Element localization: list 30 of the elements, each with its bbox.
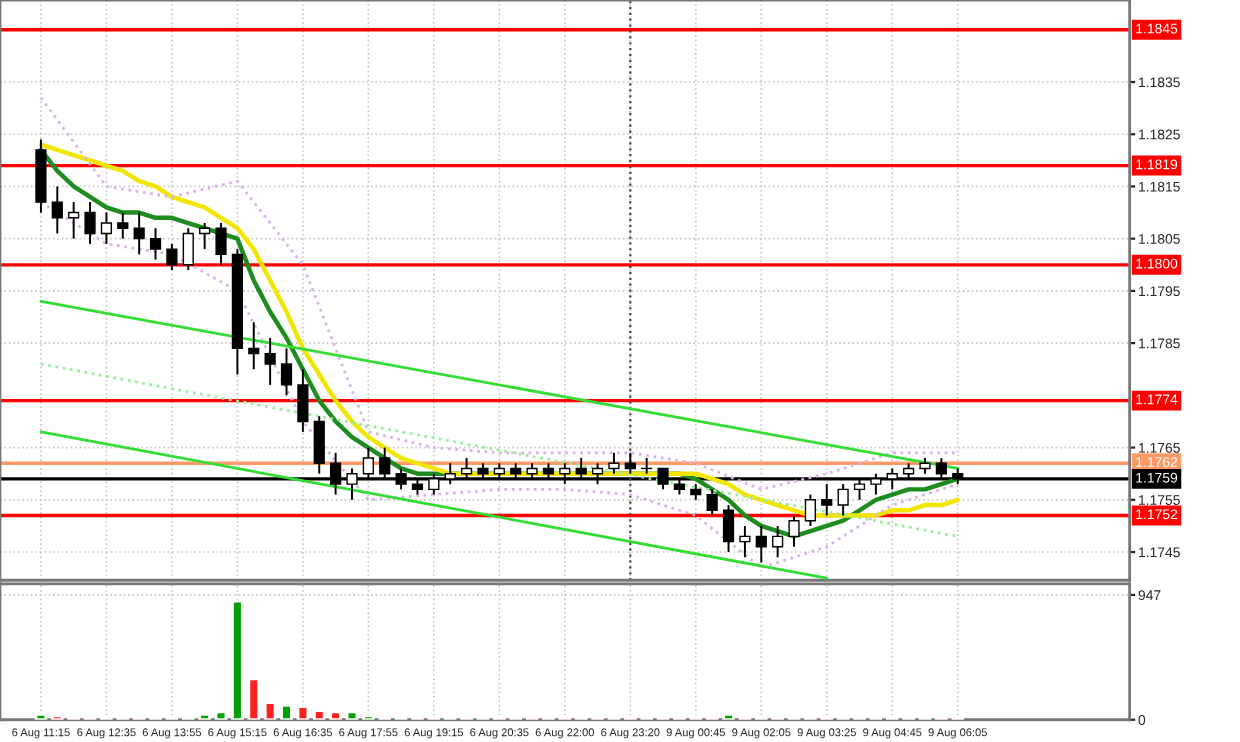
candlestick	[84, 201, 96, 245]
bar	[263, 701, 277, 720]
bar	[214, 710, 228, 720]
candlestick	[264, 336, 276, 386]
bar	[34, 713, 48, 720]
candlestick	[215, 222, 227, 266]
candlestick	[51, 185, 63, 235]
candlestick	[739, 524, 751, 559]
bar	[280, 703, 293, 720]
candlestick	[166, 242, 178, 271]
candlestick	[182, 227, 194, 271]
candlestick	[297, 368, 309, 433]
bar	[296, 705, 310, 720]
candlestick	[149, 227, 162, 261]
candlestick	[706, 488, 718, 517]
candlestick	[199, 222, 211, 251]
candlestick	[117, 211, 129, 240]
line-series	[39, 96, 960, 491]
candlestick	[722, 504, 735, 554]
candlestick	[100, 211, 113, 245]
candlestick	[755, 524, 767, 564]
candlestick	[68, 201, 80, 240]
candlestick	[788, 514, 800, 548]
candlestick	[772, 524, 784, 559]
candlestick	[280, 347, 293, 397]
bar	[345, 710, 359, 720]
bar	[722, 713, 735, 720]
candlestick	[133, 211, 145, 256]
candlestick	[804, 493, 817, 527]
candlestick	[248, 321, 260, 371]
